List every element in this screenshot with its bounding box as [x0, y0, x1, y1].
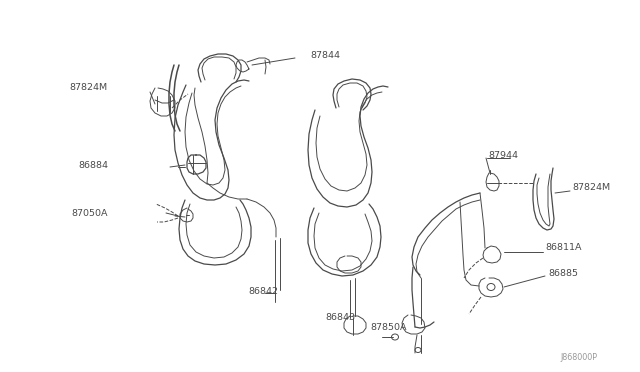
Text: 86885: 86885	[548, 269, 578, 278]
Text: 87824M: 87824M	[572, 183, 610, 192]
Text: 87844: 87844	[310, 51, 340, 60]
Text: 87850A: 87850A	[370, 323, 406, 331]
Text: 87944: 87944	[488, 151, 518, 160]
Text: 87824M: 87824M	[70, 83, 108, 93]
Text: 86843: 86843	[325, 312, 355, 321]
Text: 86811A: 86811A	[545, 244, 582, 253]
Text: 86884: 86884	[78, 160, 108, 170]
Text: 87050A: 87050A	[72, 208, 108, 218]
Text: 86842: 86842	[248, 288, 278, 296]
Text: J868000P: J868000P	[560, 353, 597, 362]
